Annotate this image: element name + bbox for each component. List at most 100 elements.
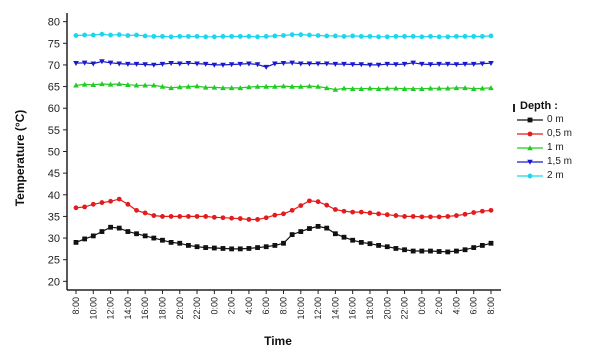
data-point-1-m bbox=[289, 83, 295, 89]
data-point-1-m bbox=[384, 85, 391, 91]
data-point-2-m bbox=[142, 33, 148, 39]
data-point-0-5-m bbox=[151, 213, 157, 218]
axes: 20 25 30 35 40 45 50 55 60 65 70 75 80 8:00 10:00 12:00… bbox=[48, 13, 501, 320]
x-tick-label: 14:00 bbox=[330, 297, 340, 320]
data-point-0-5-m bbox=[246, 217, 252, 222]
data-point-1-5-m bbox=[107, 60, 114, 66]
data-point-1-m bbox=[488, 85, 494, 91]
x-tick-label: 12:00 bbox=[313, 297, 323, 320]
data-point-1-5-m bbox=[453, 62, 460, 68]
x-tick-label: 10:00 bbox=[296, 297, 306, 320]
data-point-0-5-m bbox=[289, 207, 295, 213]
data-point-2-m bbox=[168, 34, 174, 40]
data-point-0-m bbox=[272, 243, 278, 248]
data-point-1-m bbox=[254, 83, 261, 89]
data-point-0-m bbox=[90, 233, 96, 239]
data-point-0-m bbox=[82, 236, 88, 242]
data-point-2-m bbox=[307, 32, 312, 38]
data-point-1-m bbox=[315, 83, 321, 89]
data-point-1-5-m bbox=[462, 61, 468, 67]
data-point-0-5-m bbox=[116, 196, 122, 202]
legend: Depth : 0 m 0,5 m 1 m 1,5 m 2 m bbox=[513, 100, 592, 184]
data-point-0-5-m bbox=[471, 210, 477, 215]
data-point-1-m bbox=[427, 85, 434, 91]
data-point-2-m bbox=[289, 32, 295, 38]
y-tick-label: 55 bbox=[48, 125, 60, 137]
data-point-0-5-m bbox=[194, 214, 200, 219]
data-point-1-5-m bbox=[81, 60, 88, 66]
data-point-0-m bbox=[350, 237, 356, 243]
data-point-0-m bbox=[160, 237, 165, 243]
data-point-2-m bbox=[125, 33, 131, 38]
data-point-0-m bbox=[454, 248, 459, 254]
data-point-0-m bbox=[315, 223, 321, 229]
legend-swatch bbox=[517, 145, 543, 151]
data-point-0-5-m bbox=[237, 216, 243, 221]
data-point-1-5-m bbox=[323, 61, 330, 67]
data-point-1-5-m bbox=[194, 61, 200, 67]
data-point-0-5-m bbox=[428, 214, 433, 220]
data-point-1-m bbox=[436, 85, 442, 91]
data-point-0-m bbox=[393, 246, 399, 251]
legend-item-2-m: 2 m bbox=[513, 169, 592, 183]
data-point-1-m bbox=[73, 82, 79, 88]
data-point-0-m bbox=[471, 245, 477, 250]
y-tick-label: 65 bbox=[48, 82, 60, 94]
data-point-2-m bbox=[410, 33, 416, 39]
data-point-0-m bbox=[332, 231, 338, 237]
data-point-0-m bbox=[436, 249, 442, 254]
data-point-0-m bbox=[237, 246, 243, 252]
data-point-1-5-m bbox=[168, 61, 174, 67]
data-point-0-m bbox=[376, 243, 382, 248]
legend-marker bbox=[527, 145, 533, 151]
data-point-0-m bbox=[203, 245, 209, 250]
series-group bbox=[73, 31, 494, 255]
data-point-2-m bbox=[99, 31, 105, 37]
data-point-1-5-m bbox=[176, 61, 183, 67]
data-point-1-m bbox=[280, 83, 287, 89]
data-point-1-5-m bbox=[289, 60, 295, 66]
legend-item-1-5-m: 1,5 m bbox=[513, 155, 592, 169]
x-tick-label: 22:00 bbox=[192, 297, 202, 320]
data-point-0-5-m bbox=[263, 215, 269, 221]
y-tick-label: 70 bbox=[48, 60, 60, 72]
data-point-1-m bbox=[444, 85, 451, 91]
data-point-0-5-m bbox=[332, 207, 338, 212]
data-point-1-m bbox=[306, 83, 313, 89]
data-point-0-m bbox=[73, 239, 79, 245]
x-tick-label: 22:00 bbox=[400, 297, 410, 320]
y-tick-label: 75 bbox=[48, 38, 60, 50]
series-line-0-m bbox=[75, 225, 492, 253]
legend-swatch bbox=[517, 159, 543, 165]
x-tick-label: 10:00 bbox=[88, 297, 98, 320]
data-point-1-m bbox=[202, 84, 209, 90]
data-point-0-m bbox=[341, 234, 347, 240]
data-point-1-5-m bbox=[254, 62, 261, 68]
data-point-2-m bbox=[237, 33, 243, 39]
data-point-1-m bbox=[479, 85, 486, 91]
data-point-2-m bbox=[211, 34, 217, 40]
data-point-1-5-m bbox=[306, 61, 313, 67]
data-point-1-5-m bbox=[358, 62, 365, 68]
data-point-0-5-m bbox=[108, 198, 113, 204]
data-point-2-m bbox=[428, 33, 433, 39]
data-point-1-5-m bbox=[315, 61, 321, 67]
data-point-2-m bbox=[367, 33, 373, 39]
legend-label: 2 m bbox=[547, 170, 564, 181]
data-point-0-5-m bbox=[358, 209, 364, 215]
data-point-0-5-m bbox=[229, 215, 235, 221]
data-point-1-5-m bbox=[125, 61, 131, 67]
data-point-1-m bbox=[237, 85, 244, 91]
data-point-1-m bbox=[375, 85, 382, 91]
data-point-2-m bbox=[246, 33, 252, 39]
data-point-0-5-m bbox=[142, 210, 148, 216]
y-tick-label: 20 bbox=[48, 276, 60, 288]
data-point-1-5-m bbox=[237, 61, 244, 67]
data-point-0-5-m bbox=[307, 198, 312, 204]
legend-item-0-m: 0 m bbox=[513, 113, 592, 127]
data-point-0-5-m bbox=[255, 217, 260, 222]
data-point-2-m bbox=[298, 32, 304, 38]
data-point-2-m bbox=[324, 33, 330, 39]
data-point-0-m bbox=[445, 249, 451, 255]
